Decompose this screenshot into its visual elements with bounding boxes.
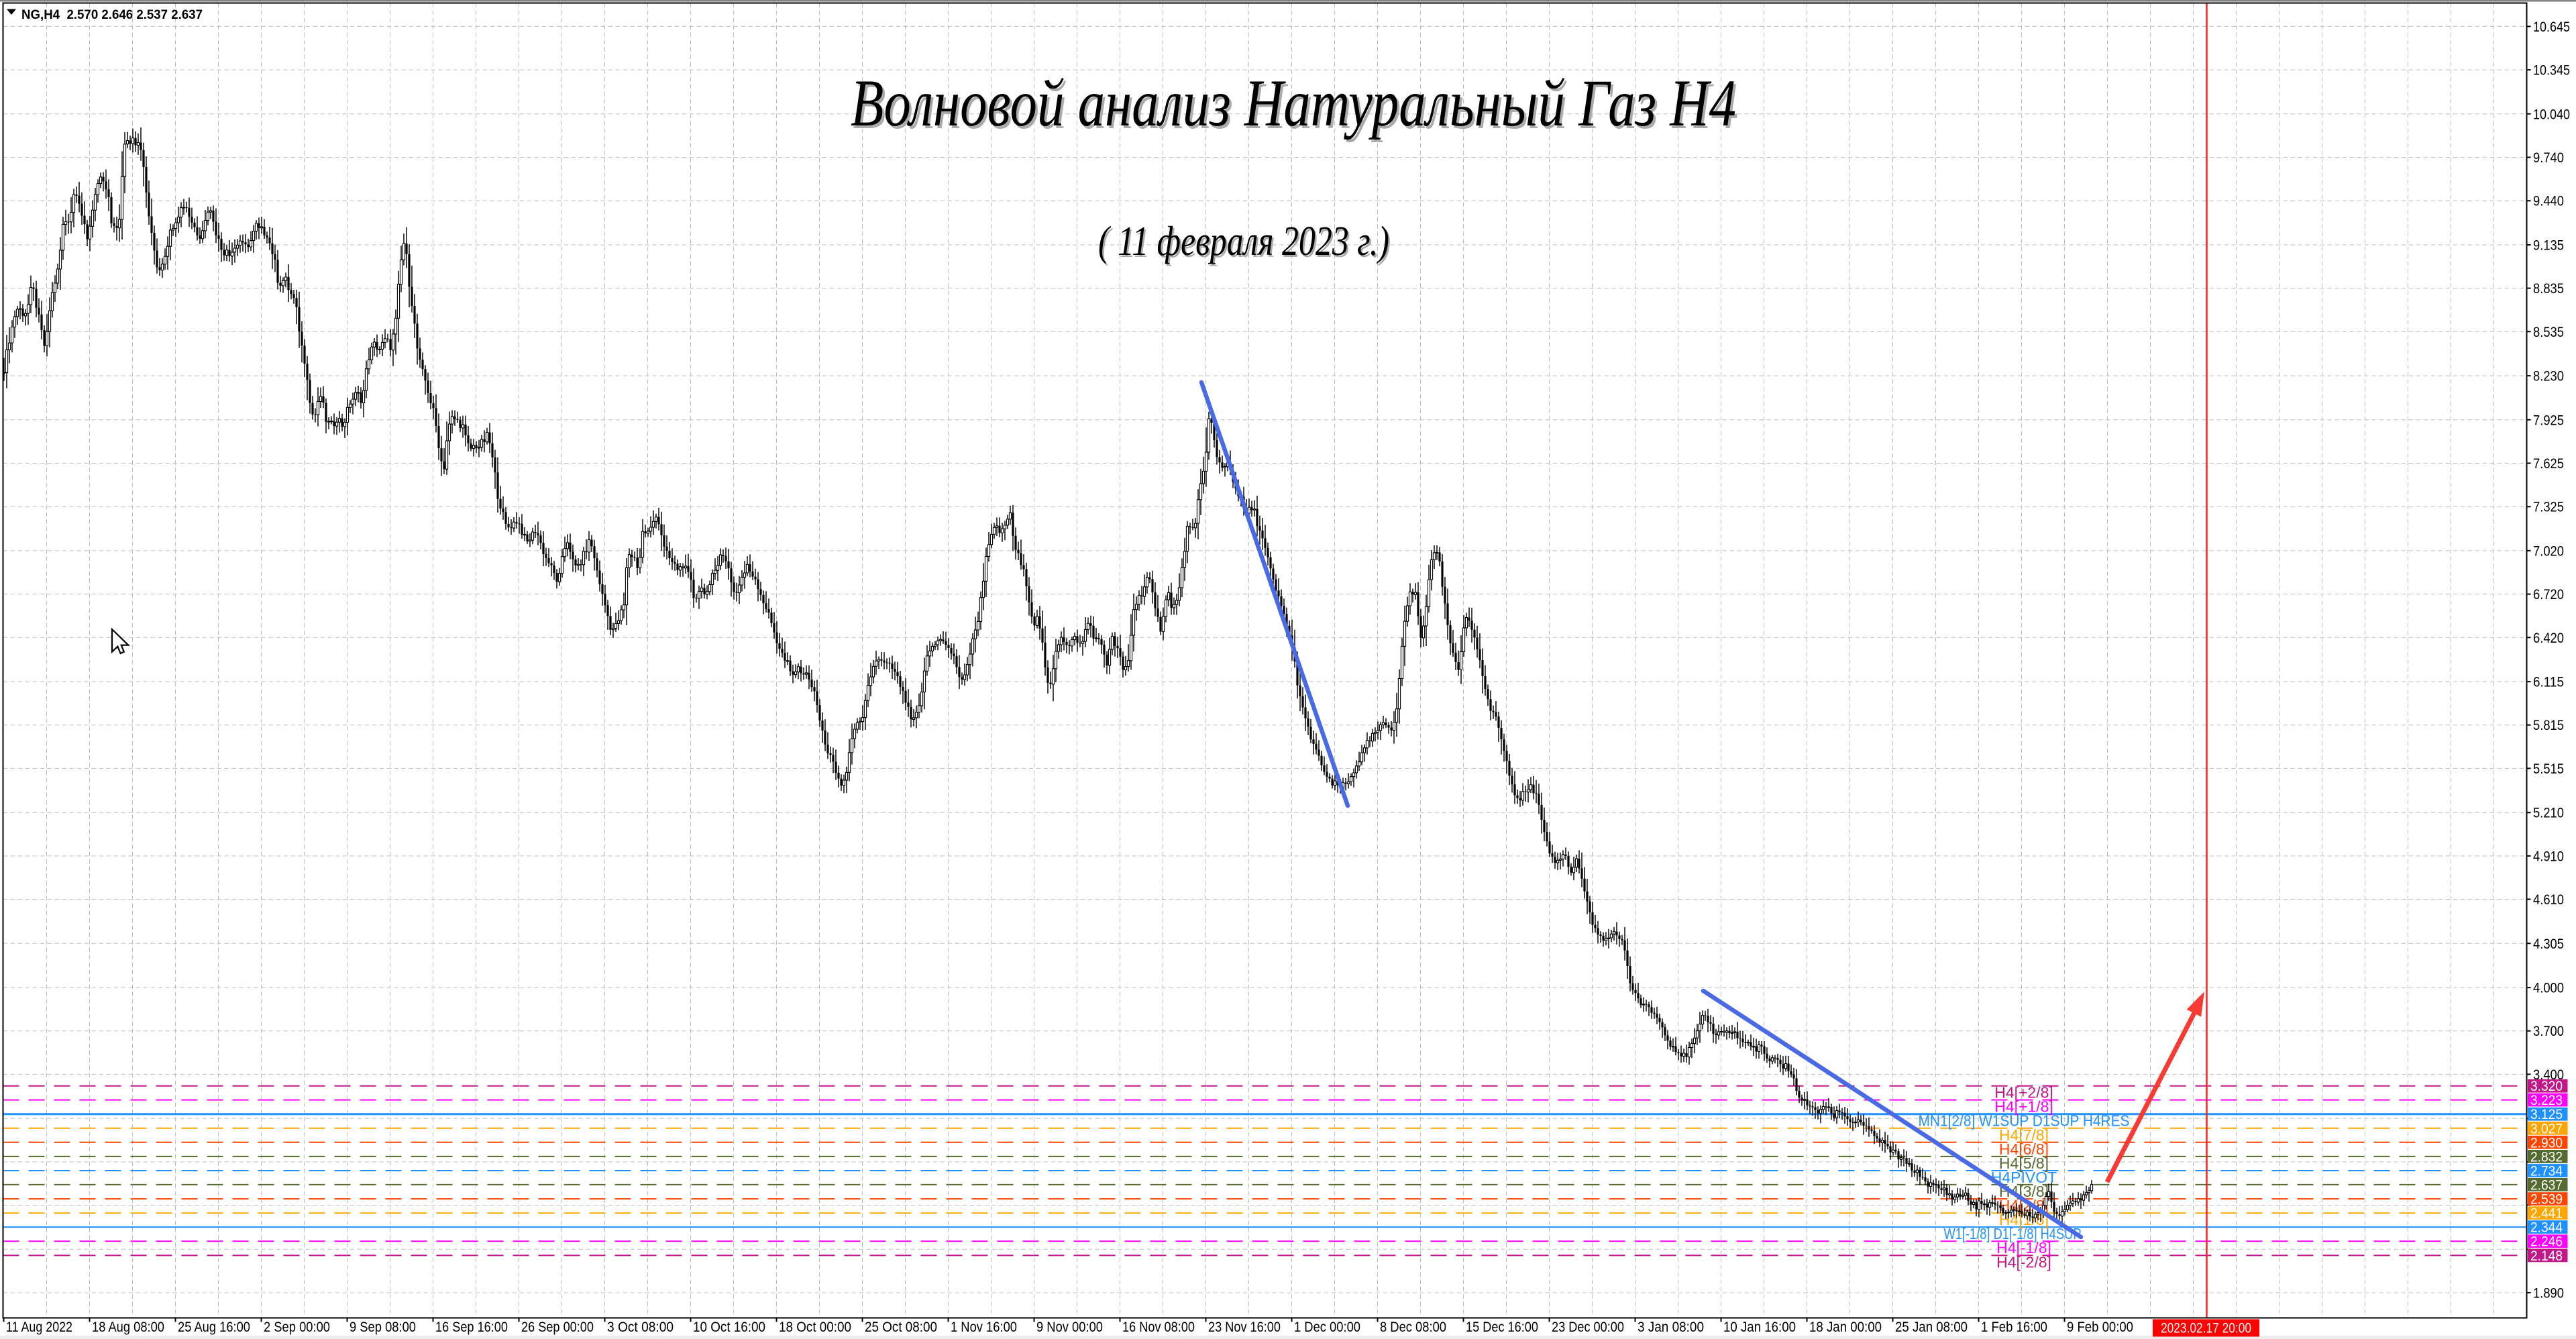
svg-text:( 11 февраля 2023 г.): ( 11 февраля 2023 г.) [1098,219,1389,264]
svg-text:H4[5/8]: H4[5/8] [1999,1155,2049,1172]
svg-text:3 Jan 08:00: 3 Jan 08:00 [1638,1320,1704,1335]
svg-text:18 Oct 00:00: 18 Oct 00:00 [779,1320,851,1335]
svg-text:25 Jan 08:00: 25 Jan 08:00 [1895,1320,1968,1335]
svg-text:NG,H4 2.570 2.646 2.537 2.637: NG,H4 2.570 2.646 2.537 2.637 [21,7,203,22]
svg-text:16 Nov 08:00: 16 Nov 08:00 [1122,1320,1195,1335]
svg-text:9 Sep 08:00: 9 Sep 08:00 [350,1320,416,1335]
svg-text:15 Dec 16:00: 15 Dec 16:00 [1466,1320,1538,1335]
svg-text:H4[+2/8]: H4[+2/8] [1994,1084,2053,1102]
svg-text:1 Nov 16:00: 1 Nov 16:00 [951,1320,1017,1335]
svg-text:10 Jan 16:00: 10 Jan 16:00 [1723,1320,1796,1335]
svg-text:5.815: 5.815 [2533,718,2564,733]
svg-text:16 Sep 16:00: 16 Sep 16:00 [435,1320,508,1335]
svg-text:25 Oct 08:00: 25 Oct 08:00 [865,1320,937,1335]
svg-text:Волновой анализ Натуральный Га: Волновой анализ Натуральный Газ Н4 [853,68,1739,143]
svg-text:10.040: 10.040 [2533,107,2570,122]
svg-text:1 Dec 00:00: 1 Dec 00:00 [1294,1320,1360,1335]
svg-text:2.539: 2.539 [2530,1192,2563,1208]
svg-text:2.832: 2.832 [2530,1149,2563,1165]
svg-text:11 Aug 2022: 11 Aug 2022 [6,1320,72,1335]
svg-text:18 Aug 08:00: 18 Aug 08:00 [92,1320,164,1335]
svg-text:H4[+1/8]: H4[+1/8] [1994,1098,2053,1116]
svg-text:9.440: 9.440 [2533,194,2564,209]
svg-text:8.230: 8.230 [2533,369,2564,384]
svg-text:2.246: 2.246 [2530,1234,2563,1250]
svg-text:7.625: 7.625 [2533,456,2564,472]
svg-text:4.610: 4.610 [2533,892,2564,908]
svg-text:2.637: 2.637 [2530,1177,2563,1193]
svg-text:26 Sep 00:00: 26 Sep 00:00 [521,1320,594,1335]
svg-text:18 Jan 00:00: 18 Jan 00:00 [1809,1320,1882,1335]
svg-text:W1[-1/8] D1[-1/8] H4SUP: W1[-1/8] D1[-1/8] H4SUP [1944,1225,2082,1242]
svg-text:9.740: 9.740 [2533,150,2564,166]
svg-text:10.345: 10.345 [2533,63,2570,78]
svg-text:( 11 февраля 2023 г.): ( 11 февраля 2023 г.) [1100,221,1391,266]
svg-text:H4[-2/8]: H4[-2/8] [1996,1253,2051,1271]
svg-text:2 Sep 00:00: 2 Sep 00:00 [264,1320,330,1335]
svg-text:2.930: 2.930 [2530,1135,2563,1150]
svg-text:3.223: 3.223 [2530,1093,2563,1108]
svg-text:8.535: 8.535 [2533,325,2564,340]
svg-text:10.645: 10.645 [2533,19,2570,35]
svg-text:2.441: 2.441 [2530,1206,2563,1222]
svg-text:10 Oct 16:00: 10 Oct 16:00 [693,1320,765,1335]
svg-text:2.734: 2.734 [2530,1164,2563,1179]
svg-text:9 Nov 00:00: 9 Nov 00:00 [1036,1320,1103,1335]
svg-text:3.700: 3.700 [2533,1024,2564,1039]
svg-text:1 Feb 16:00: 1 Feb 16:00 [1981,1320,2047,1335]
svg-text:23 Dec 00:00: 23 Dec 00:00 [1552,1320,1624,1335]
svg-text:H4[7/8]: H4[7/8] [1999,1126,2049,1144]
svg-text:7.325: 7.325 [2533,500,2564,515]
svg-text:25 Aug 16:00: 25 Aug 16:00 [178,1320,250,1335]
svg-text:H4[-1/8]: H4[-1/8] [1996,1239,2051,1256]
svg-text:9.135: 9.135 [2533,238,2564,254]
svg-text:3.027: 3.027 [2530,1121,2563,1136]
svg-text:1.890: 1.890 [2533,1286,2564,1301]
svg-text:Волновой анализ Натуральный Га: Волновой анализ Натуральный Газ Н4 [851,66,1736,140]
svg-text:2023.02.17 20:00: 2023.02.17 20:00 [2161,1321,2251,1336]
svg-text:3 Oct 08:00: 3 Oct 08:00 [607,1320,674,1335]
svg-text:MN1[2/8] W1SUP D1SUP H4RES: MN1[2/8] W1SUP D1SUP H4RES [1919,1112,2130,1130]
svg-text:5.210: 5.210 [2533,806,2564,821]
svg-text:7.020: 7.020 [2533,543,2564,559]
svg-text:6.115: 6.115 [2533,675,2564,690]
svg-text:4.305: 4.305 [2533,936,2564,952]
svg-text:2.148: 2.148 [2530,1248,2563,1264]
svg-text:7.925: 7.925 [2533,413,2564,428]
svg-text:3.320: 3.320 [2530,1079,2563,1094]
svg-text:4.000: 4.000 [2533,981,2564,996]
svg-text:23 Nov 16:00: 23 Nov 16:00 [1208,1320,1281,1335]
svg-text:8 Dec 08:00: 8 Dec 08:00 [1380,1320,1446,1335]
svg-text:H4[6/8]: H4[6/8] [1999,1140,2049,1158]
svg-text:6.720: 6.720 [2533,587,2564,602]
svg-text:3.400: 3.400 [2533,1067,2564,1083]
svg-text:2.344: 2.344 [2530,1220,2563,1236]
svg-text:5.515: 5.515 [2533,761,2564,777]
svg-text:4.910: 4.910 [2533,849,2564,864]
svg-text:3.125: 3.125 [2530,1107,2563,1122]
svg-text:9 Feb 00:00: 9 Feb 00:00 [2067,1320,2133,1335]
svg-text:6.420: 6.420 [2533,631,2564,646]
svg-text:8.835: 8.835 [2533,281,2564,297]
